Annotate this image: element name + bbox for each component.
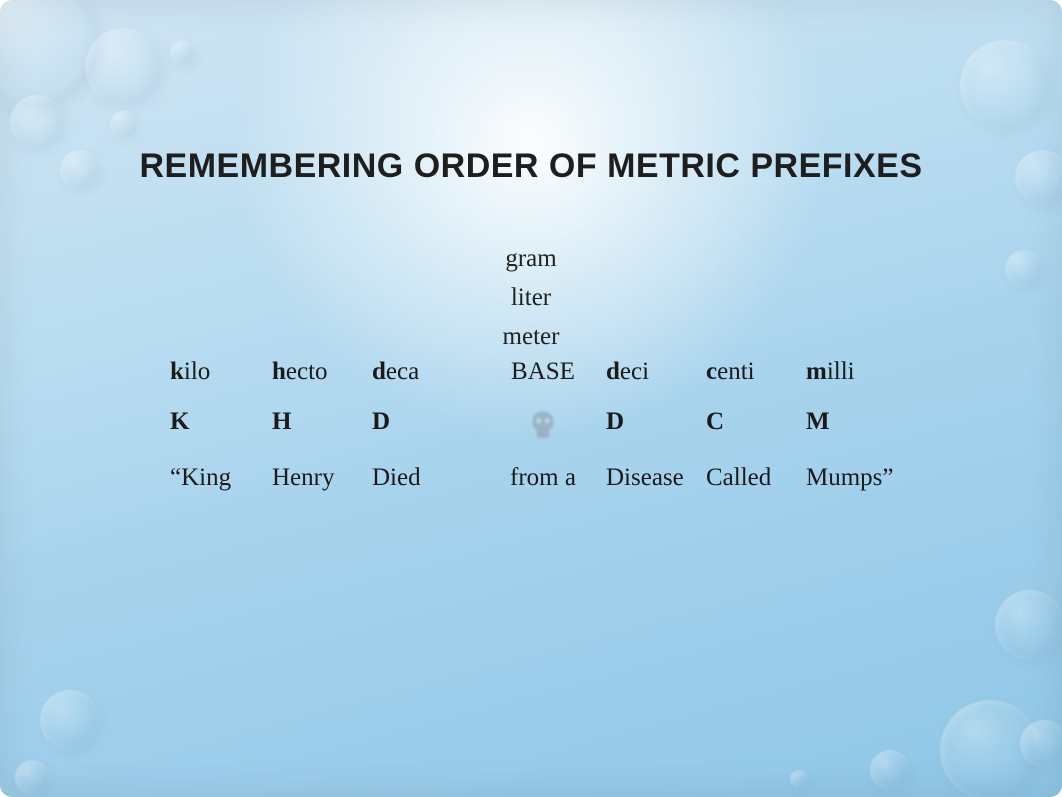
droplet <box>0 0 100 110</box>
letter-cell: H <box>272 408 372 464</box>
letter-cell: M <box>806 408 906 464</box>
prefix-cell: kilo <box>170 358 272 408</box>
prefix-cell: deci <box>606 358 706 408</box>
mnemonic-cell: Mumps” <box>806 464 906 514</box>
mnemonic-cell: Died <box>372 464 480 514</box>
droplet <box>790 770 808 788</box>
prefix-cell: deca <box>372 358 480 408</box>
droplet <box>170 40 195 65</box>
droplet <box>10 95 65 150</box>
droplet <box>1020 720 1062 768</box>
letter-cell: D <box>372 408 480 464</box>
letter-cell: C <box>706 408 806 464</box>
letter-cell <box>480 408 606 464</box>
base-units-stack: gramlitermeter <box>0 240 1062 356</box>
mnemonic-cell: Henry <box>272 464 372 514</box>
prefix-cell: centi <box>706 358 806 408</box>
skull-icon <box>526 408 560 442</box>
droplet <box>960 40 1050 130</box>
prefix-cell: hecto <box>272 358 372 408</box>
mnemonic-cell: Called <box>706 464 806 514</box>
base-unit: meter <box>0 318 1062 357</box>
mnemonic-cell: Disease <box>606 464 706 514</box>
letter-cell: K <box>170 408 272 464</box>
droplet <box>110 110 138 138</box>
mnemonic-cell: from a <box>480 464 606 514</box>
droplet <box>85 28 163 106</box>
mnemonic-cell: “King <box>170 464 272 514</box>
droplet <box>870 750 910 790</box>
prefix-cell: BASE <box>480 358 606 408</box>
base-unit: gram <box>0 240 1062 279</box>
prefix-table: kilohectodecaBASEdecicentimilliKHDDCM“Ki… <box>170 358 922 514</box>
base-unit: liter <box>0 279 1062 318</box>
slide-title: REMEMBERING ORDER OF METRIC PREFIXES <box>0 145 1062 189</box>
droplet <box>995 590 1062 660</box>
slide: REMEMBERING ORDER OF METRIC PREFIXES gra… <box>0 0 1062 797</box>
droplet <box>15 760 50 795</box>
prefix-cell: milli <box>806 358 906 408</box>
letter-cell: D <box>606 408 706 464</box>
droplet <box>40 690 100 750</box>
